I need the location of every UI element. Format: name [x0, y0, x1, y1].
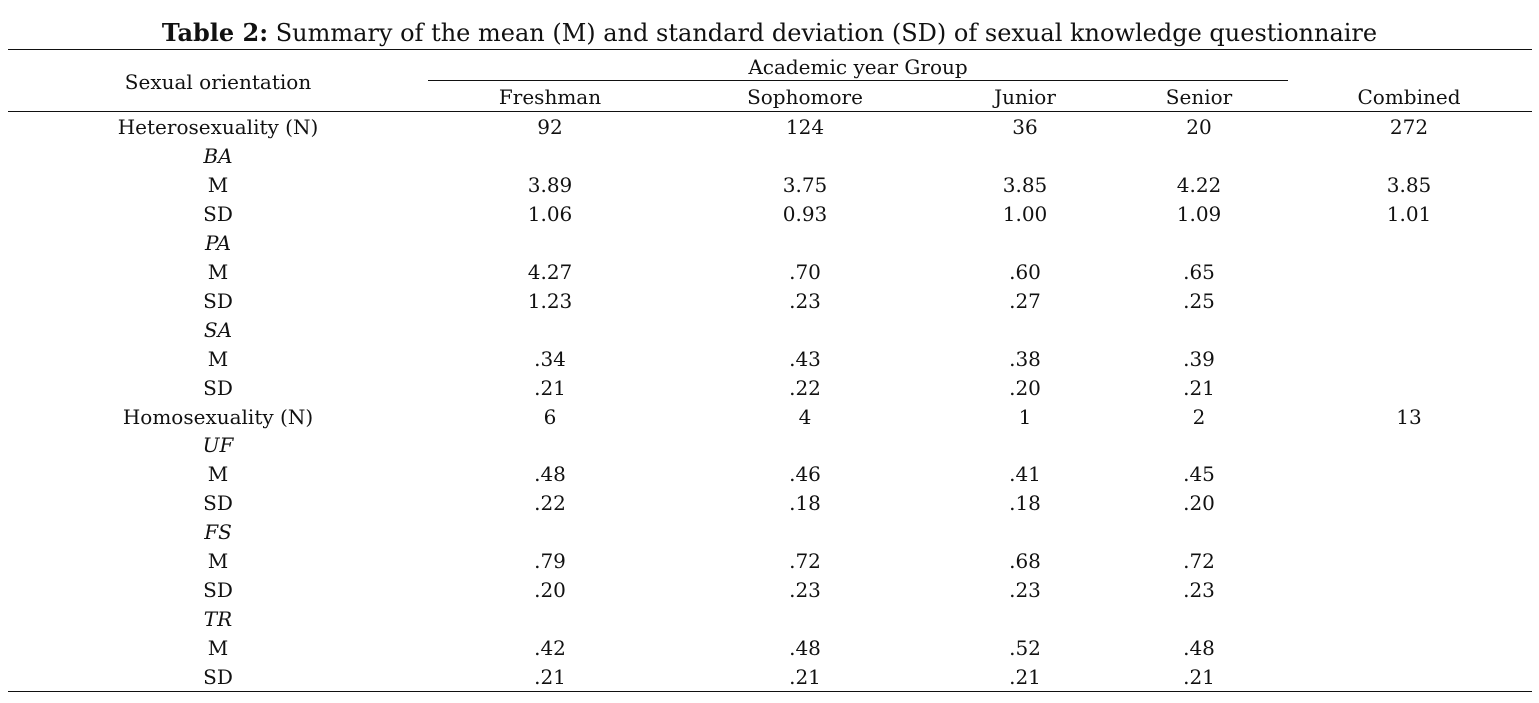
cell-junior: .60 — [1009, 259, 1041, 284]
cell-sophomore: .21 — [789, 665, 821, 690]
subscale-label: SA — [203, 317, 233, 342]
cell-junior: .20 — [1009, 375, 1041, 400]
cell-freshman: .20 — [534, 578, 566, 603]
column-header-combined: Combined — [1357, 85, 1461, 109]
cell-freshman: 6 — [543, 404, 557, 429]
cell-senior: .45 — [1183, 462, 1215, 487]
row-label-header: Sexual orientation — [124, 70, 312, 94]
cell-junior: 3.85 — [1002, 172, 1048, 197]
cell-combined: 1.01 — [1386, 201, 1432, 226]
cell-freshman: .48 — [534, 462, 566, 487]
table-title: Summary of the mean (M) and standard dev… — [268, 19, 1378, 47]
cell-sophomore: .22 — [789, 375, 821, 400]
cell-freshman: .42 — [534, 636, 566, 661]
column-header-junior: Junior — [994, 85, 1056, 109]
cell-sophomore: .18 — [789, 491, 821, 516]
stat-label: SD — [203, 288, 233, 313]
subscale-label: BA — [203, 143, 233, 168]
cell-junior: .27 — [1009, 288, 1041, 313]
cell-senior: .39 — [1183, 346, 1215, 371]
table-caption: Table 2: Summary of the mean (M) and sta… — [0, 16, 1539, 50]
group-row-label: Heterosexuality (N) — [117, 115, 319, 139]
cell-sophomore: .48 — [789, 636, 821, 661]
stat-label: SD — [203, 578, 233, 603]
stat-label: SD — [203, 375, 233, 400]
cell-senior: .20 — [1183, 491, 1215, 516]
cell-sophomore: 0.93 — [782, 201, 828, 226]
stat-label: SD — [203, 491, 233, 516]
cell-senior: .25 — [1183, 288, 1215, 313]
table-number: Table 2: — [161, 18, 269, 47]
cell-freshman: .34 — [534, 346, 566, 371]
cell-senior: .23 — [1183, 578, 1215, 603]
cell-senior: .21 — [1183, 665, 1215, 690]
cell-freshman: .79 — [534, 549, 566, 574]
subscale-label: PA — [204, 230, 232, 255]
column-header-senior: Senior — [1165, 85, 1233, 109]
column-header-sophomore: Sophomore — [747, 85, 863, 109]
stat-label: SD — [203, 665, 233, 690]
cell-junior: .18 — [1009, 491, 1041, 516]
stat-label: M — [207, 172, 229, 197]
cell-senior: 2 — [1192, 404, 1206, 429]
cell-sophomore: .72 — [789, 549, 821, 574]
subscale-label: TR — [203, 607, 233, 632]
bottom-rule — [8, 691, 1532, 692]
cell-junior: 36 — [1012, 115, 1038, 139]
column-header-freshman: Freshman — [498, 85, 602, 109]
cell-sophomore: 4 — [798, 404, 812, 429]
cell-junior: 1.00 — [1002, 201, 1048, 226]
cell-sophomore: 124 — [785, 115, 825, 139]
cell-junior: .68 — [1009, 549, 1041, 574]
cell-sophomore: .46 — [789, 462, 821, 487]
cell-freshman: 3.89 — [527, 172, 573, 197]
cell-sophomore: .70 — [789, 259, 821, 284]
cell-junior: .23 — [1009, 578, 1041, 603]
cell-freshman: .21 — [534, 375, 566, 400]
cell-freshman: .22 — [534, 491, 566, 516]
subscale-label: UF — [202, 433, 234, 458]
stat-label: M — [207, 259, 229, 284]
cell-sophomore: .23 — [789, 288, 821, 313]
cell-combined: 272 — [1389, 115, 1429, 139]
cell-junior: .21 — [1009, 665, 1041, 690]
subscale-label: FS — [204, 520, 232, 545]
group-rule — [428, 80, 1288, 81]
cell-junior: .41 — [1009, 462, 1041, 487]
cell-freshman: 1.23 — [527, 288, 573, 313]
cell-sophomore: .43 — [789, 346, 821, 371]
stat-label: M — [207, 346, 229, 371]
cell-junior: .52 — [1009, 636, 1041, 661]
group-row-label: Homosexuality (N) — [122, 404, 314, 429]
stat-label: SD — [203, 201, 233, 226]
cell-junior: .38 — [1009, 346, 1041, 371]
stat-label: M — [207, 549, 229, 574]
header-bottom-rule — [8, 111, 1532, 112]
cell-senior: .65 — [1183, 259, 1215, 284]
cell-senior: 1.09 — [1176, 201, 1222, 226]
cell-senior: 20 — [1186, 115, 1212, 139]
cell-freshman: 92 — [537, 115, 563, 139]
cell-freshman: 1.06 — [527, 201, 573, 226]
cell-combined: 13 — [1396, 404, 1422, 429]
cell-senior: .21 — [1183, 375, 1215, 400]
cell-freshman: .21 — [534, 665, 566, 690]
stat-label: M — [207, 636, 229, 661]
top-rule — [8, 49, 1532, 50]
cell-senior: 4.22 — [1176, 172, 1222, 197]
academic-year-group-header: Academic year Group — [748, 55, 968, 79]
cell-senior: .48 — [1183, 636, 1215, 661]
cell-sophomore: .23 — [789, 578, 821, 603]
cell-combined: 3.85 — [1386, 172, 1432, 197]
cell-freshman: 4.27 — [527, 259, 573, 284]
cell-senior: .72 — [1183, 549, 1215, 574]
stat-label: M — [207, 462, 229, 487]
cell-sophomore: 3.75 — [782, 172, 828, 197]
cell-junior: 1 — [1018, 404, 1032, 429]
